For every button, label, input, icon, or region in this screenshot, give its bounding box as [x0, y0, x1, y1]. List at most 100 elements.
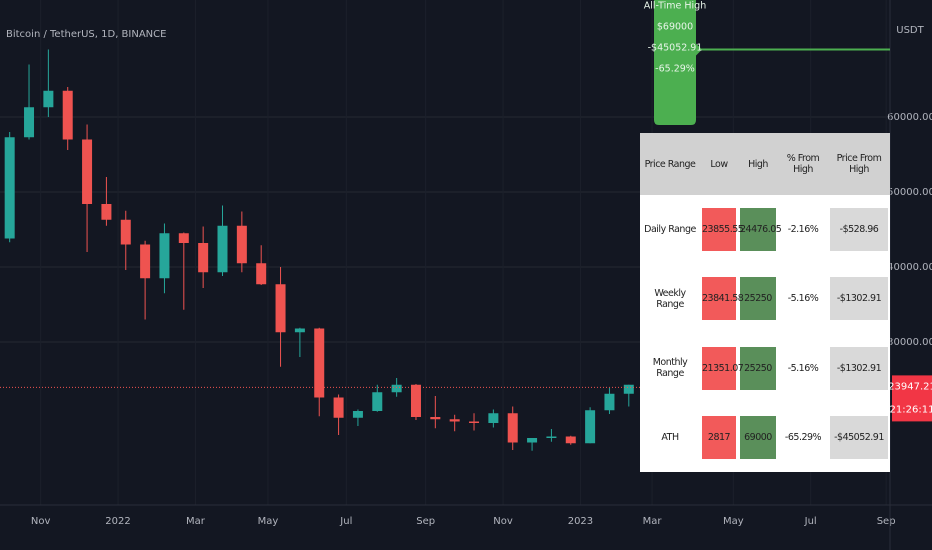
candle-body	[604, 393, 615, 411]
cell-value: -$1302.91	[830, 277, 888, 321]
last-price-label: 23947.21	[888, 381, 932, 392]
table-cell: -2.16%	[787, 224, 819, 236]
cell-value: -$1302.91	[830, 346, 888, 390]
candle-body	[546, 436, 557, 439]
table-cell: 23855.55	[700, 195, 744, 264]
candle-body	[256, 263, 267, 285]
cell-value: 21351.07	[702, 346, 744, 390]
candle-body	[101, 204, 112, 220]
cell-value: 2817	[702, 415, 736, 459]
candle-body	[527, 438, 538, 443]
candle-body	[430, 417, 441, 420]
y-tick-label: 40000.00	[887, 262, 932, 273]
table-row: Monthly Range 21351.07 25250 -5.16% -$1302.9…	[640, 334, 890, 403]
table-cell: -65.29%	[784, 431, 822, 443]
candle-body	[120, 219, 131, 245]
cell-value: -$528.96	[830, 208, 888, 252]
header-cell: Price Range	[640, 133, 700, 195]
candle-body	[178, 233, 189, 244]
price-range-table: Price Range Low High% From High Price From …	[640, 133, 890, 472]
cell-value: 23855.55	[702, 208, 744, 252]
x-tick-label: 2022	[105, 516, 130, 527]
table-cell: Daily Range	[644, 224, 696, 236]
candle-body	[236, 225, 247, 264]
table-cell: 24476.05	[738, 195, 782, 264]
candle-body	[82, 139, 93, 205]
candle-body	[333, 397, 344, 418]
table-cell: 69000	[738, 403, 778, 472]
table-row: Daily Range 23855.55 24476.05 -2.16% -$528.9…	[640, 195, 890, 264]
header-row: Price Range Low High% From High Price From …	[640, 133, 890, 195]
table-row: ATH 2817 69000 -65.29% -$45052.91	[640, 403, 890, 472]
header-cell: High	[738, 133, 778, 195]
candle-body	[449, 419, 460, 422]
x-tick-label: Jul	[339, 516, 352, 527]
candle-body	[410, 384, 421, 418]
header-cell: Price From High	[828, 133, 890, 195]
cell-value: 24476.05	[740, 208, 782, 252]
ath-label-text: -65.29%	[655, 64, 695, 75]
y-tick-label: 50000.00	[887, 187, 932, 198]
x-tick-label: Sep	[877, 516, 896, 527]
ath-label-text: All-Time High	[644, 1, 706, 12]
table-cell: Monthly Range	[652, 357, 688, 380]
table-cell: -$1302.91	[828, 264, 890, 333]
x-tick-label: 2023	[568, 516, 593, 527]
ath-label-text: $69000	[657, 22, 693, 33]
candle-body	[585, 410, 596, 444]
last-price-box	[892, 375, 932, 422]
countdown-label: 21:26:11	[890, 404, 932, 415]
symbol-title: Bitcoin / TetherUS, 1D, BINANCE	[6, 29, 166, 40]
candle-body	[43, 90, 54, 108]
header-cell: % From High	[778, 133, 828, 195]
candle-body	[159, 233, 170, 279]
x-tick-label: Jul	[804, 516, 817, 527]
candle-body	[24, 107, 35, 138]
table-cell: -5.16%	[787, 362, 819, 374]
candle-body	[4, 137, 15, 239]
table-cell: -$1302.91	[828, 334, 890, 403]
candle-body	[507, 413, 518, 443]
candle-body	[469, 421, 480, 424]
ath-label-text: -$45052.91	[648, 43, 703, 54]
y-tick-label: 60000.00	[887, 112, 932, 123]
table-cell: 23841.58	[700, 264, 744, 333]
table-cell: Weekly Range	[654, 287, 686, 310]
candle-body	[391, 384, 402, 393]
table-cell: 25250	[738, 264, 778, 333]
candle-body	[352, 411, 363, 418]
cell-value: 69000	[740, 415, 776, 459]
candle-body	[372, 392, 383, 412]
candle-body	[217, 225, 228, 273]
candle-body	[140, 244, 151, 279]
candle-body	[294, 328, 305, 333]
candle-body	[314, 328, 325, 398]
table-cell: 25250	[738, 334, 778, 403]
table-cell: 2817	[700, 403, 738, 472]
cell-value: 23841.58	[702, 277, 744, 321]
candle-body	[565, 436, 576, 444]
ath-label-box	[654, 0, 702, 125]
x-tick-label: Mar	[186, 516, 206, 527]
candle-body	[198, 243, 209, 273]
unit-label: USDT	[896, 25, 924, 36]
x-tick-label: May	[258, 516, 279, 527]
table-cell: 21351.07	[700, 334, 744, 403]
y-tick-label: 30000.00	[887, 337, 932, 348]
cell-value: 25250	[740, 277, 776, 321]
candle-body	[623, 384, 634, 394]
table-cell: ATH	[661, 431, 679, 443]
candle-body	[62, 90, 73, 140]
x-tick-label: Nov	[31, 516, 51, 527]
x-tick-label: Sep	[416, 516, 435, 527]
table-cell: -5.16%	[787, 293, 819, 305]
candle-body	[275, 284, 286, 333]
cell-value: 25250	[740, 346, 776, 390]
x-tick-label: Nov	[493, 516, 513, 527]
table-cell: -$45052.91	[828, 403, 890, 472]
candle-body	[488, 413, 499, 424]
table-cell: -$528.96	[828, 195, 890, 264]
header-cell: Low	[700, 133, 738, 195]
